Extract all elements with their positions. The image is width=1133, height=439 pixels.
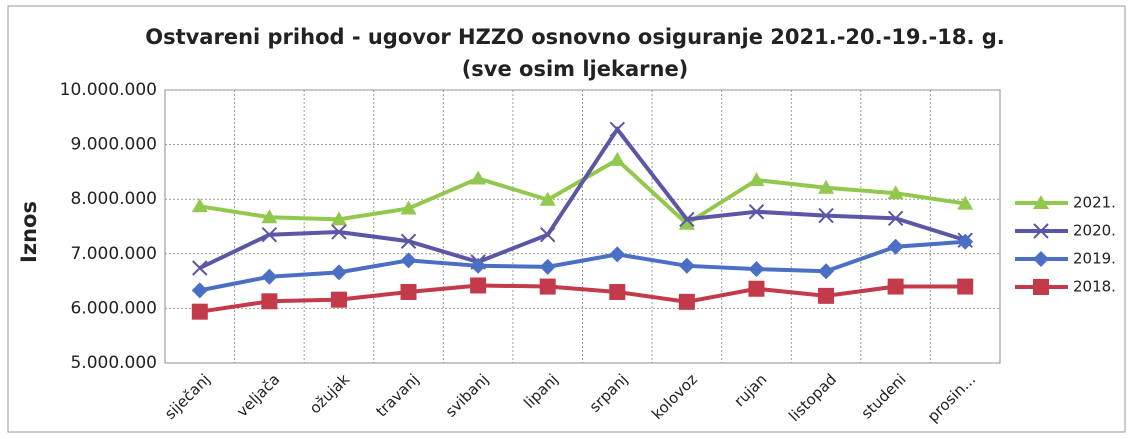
marker	[887, 238, 904, 255]
marker	[261, 293, 278, 310]
marker	[191, 282, 208, 299]
marker	[609, 246, 626, 263]
marker	[192, 260, 208, 276]
marker	[1033, 279, 1049, 295]
legend-label: 2021.	[1073, 194, 1116, 212]
marker	[678, 293, 695, 310]
marker	[748, 280, 765, 297]
marker	[539, 258, 556, 275]
marker	[330, 291, 347, 308]
marker	[609, 121, 625, 138]
marker	[818, 263, 835, 280]
marker	[957, 195, 974, 210]
series-line	[199, 239, 966, 293]
marker	[400, 284, 417, 301]
chart-subtitle: (sve osim ljekarne)	[462, 57, 689, 81]
marker	[261, 226, 278, 243]
marker	[540, 226, 556, 243]
marker	[818, 179, 835, 194]
y-tick-label: 10.000.000	[60, 80, 157, 100]
marker	[748, 204, 765, 220]
legend-label: 2019.	[1073, 250, 1116, 268]
marker	[539, 278, 556, 295]
marker	[470, 277, 487, 294]
marker	[1033, 223, 1049, 239]
marker	[609, 284, 626, 301]
marker	[1033, 251, 1049, 267]
marker	[818, 287, 835, 304]
marker	[678, 215, 695, 230]
marker	[887, 210, 904, 227]
y-tick-label: 9.000.000	[70, 135, 157, 155]
series-line	[199, 283, 966, 314]
marker	[679, 211, 695, 228]
marker	[330, 211, 347, 226]
marker	[609, 151, 626, 166]
legend-label: 2018.	[1073, 278, 1116, 296]
y-tick-label: 7.000.000	[70, 244, 157, 264]
marker	[400, 252, 417, 269]
y-tick-label: 8.000.000	[70, 189, 157, 209]
marker	[957, 278, 974, 295]
marker	[261, 268, 278, 285]
marker	[887, 278, 904, 295]
marker	[1033, 195, 1049, 209]
marker	[748, 261, 765, 278]
y-tick-label: 6.000.000	[70, 298, 157, 318]
y-tick-label: 5.000.000	[70, 353, 157, 373]
marker	[957, 233, 974, 250]
marker	[331, 224, 347, 240]
chart-title: Ostvareni prihod - ugovor HZZO osnovno o…	[145, 25, 1005, 49]
legend-label: 2020.	[1073, 222, 1116, 240]
marker	[818, 207, 834, 224]
marker	[330, 264, 347, 281]
marker	[539, 191, 556, 206]
marker	[191, 198, 208, 213]
marker	[470, 170, 487, 185]
series-line	[198, 125, 966, 270]
marker	[748, 172, 765, 187]
chart-frame	[7, 5, 1126, 433]
marker	[191, 303, 208, 320]
marker	[887, 185, 904, 200]
marker	[261, 209, 278, 224]
marker	[400, 233, 417, 249]
marker	[678, 257, 695, 274]
marker	[470, 257, 487, 274]
y-axis-label: Iznos	[17, 201, 41, 263]
marker	[400, 200, 417, 215]
